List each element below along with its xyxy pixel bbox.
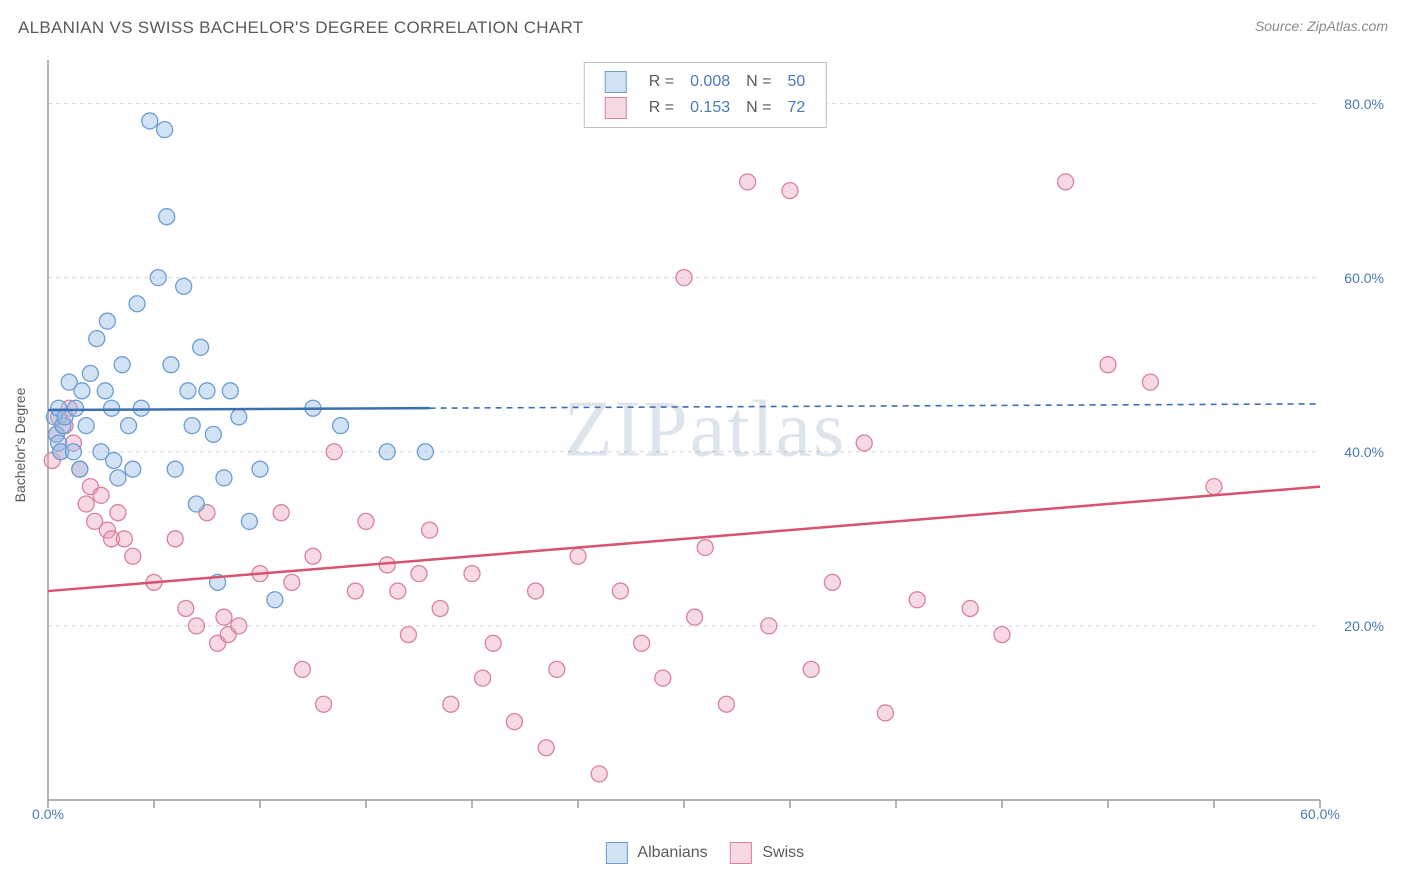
swatch-swiss — [605, 97, 627, 119]
y-tick-label: 40.0% — [1344, 444, 1384, 460]
n-value-swiss: 72 — [787, 99, 805, 116]
n-value-albanians: 50 — [787, 73, 805, 90]
x-tick-label: 60.0% — [1300, 806, 1340, 822]
n-label: N = — [746, 99, 771, 116]
legend-series: Albanians Swiss — [606, 842, 804, 864]
r-label: R = — [649, 73, 674, 90]
y-tick-label: 80.0% — [1344, 96, 1384, 112]
y-tick-label: 60.0% — [1344, 270, 1384, 286]
y-tick-label: 20.0% — [1344, 618, 1384, 634]
legend-row-swiss: R = 0.153 N = 72 — [597, 95, 814, 121]
scatter-chart — [30, 60, 1380, 830]
r-value-swiss: 0.153 — [690, 99, 730, 116]
x-tick-label: 0.0% — [32, 806, 64, 822]
swatch-albanians — [605, 71, 627, 93]
source-link[interactable]: ZipAtlas.com — [1307, 18, 1388, 34]
legend-label-albanians: Albanians — [637, 844, 707, 861]
n-label: N = — [746, 73, 771, 90]
legend-stats: R = 0.008 N = 50 R = 0.153 N = 72 — [584, 62, 827, 128]
source-attribution: Source: ZipAtlas.com — [1255, 18, 1388, 34]
r-value-albanians: 0.008 — [690, 73, 730, 90]
y-axis-label: Bachelor's Degree — [12, 388, 28, 503]
legend-row-albanians: R = 0.008 N = 50 — [597, 69, 814, 95]
r-label: R = — [649, 99, 674, 116]
legend-label-swiss: Swiss — [762, 844, 804, 861]
swatch-swiss-icon — [730, 842, 752, 864]
chart-container: Bachelor's Degree 20.0%40.0%60.0%80.0% 0… — [30, 60, 1380, 830]
swatch-albanians-icon — [606, 842, 628, 864]
chart-title: ALBANIAN VS SWISS BACHELOR'S DEGREE CORR… — [18, 18, 583, 38]
source-prefix: Source: — [1255, 18, 1307, 34]
